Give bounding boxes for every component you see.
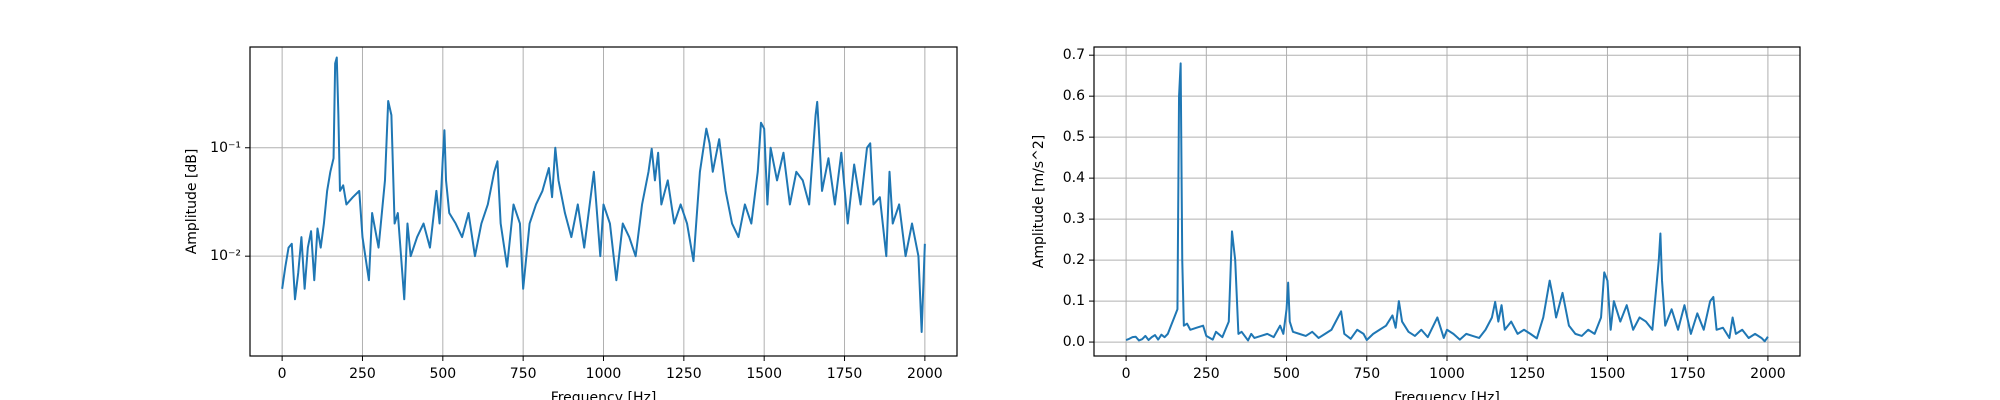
- y-tick-label: 0.2: [1063, 252, 1085, 268]
- data-line: [1125, 62, 1769, 343]
- x-tick-label: 0: [1122, 366, 1131, 382]
- y-tick-label: 0.4: [1063, 170, 1085, 186]
- y-tick-label: 0.7: [1063, 47, 1085, 63]
- y-tick-label: 0.0: [1063, 334, 1085, 350]
- x-tick-label: 1000: [586, 366, 622, 382]
- y-tick-label: 0.5: [1063, 129, 1085, 145]
- x-axis-label: Frequency [Hz]: [1394, 390, 1500, 400]
- x-tick-label: 1250: [666, 366, 702, 382]
- x-tick-label: 1000: [1429, 366, 1465, 382]
- x-tick-label: 0: [278, 366, 287, 382]
- x-tick-label: 750: [1353, 366, 1380, 382]
- x-tick-label: 250: [349, 366, 376, 382]
- x-tick-label: 1750: [1670, 366, 1706, 382]
- y-tick-label: 0.6: [1063, 88, 1085, 104]
- y-tick-label: 10⁻¹: [210, 140, 241, 156]
- y-axis-label: Amplitude [dB]: [184, 149, 200, 255]
- y-tick-label: 10⁻²: [210, 248, 241, 264]
- x-tick-label: 1500: [746, 366, 782, 382]
- x-tick-label: 1750: [827, 366, 863, 382]
- y-tick-label: 0.3: [1063, 211, 1085, 227]
- x-tick-label: 1500: [1590, 366, 1626, 382]
- x-tick-label: 2000: [1750, 366, 1786, 382]
- y-axis-label: Amplitude [m/s^2]: [1031, 135, 1047, 268]
- axes-frame: [249, 46, 958, 357]
- x-tick-label: 2000: [907, 366, 943, 382]
- x-tick-label: 250: [1193, 366, 1220, 382]
- x-tick-label: 1250: [1509, 366, 1545, 382]
- x-axis-label: Frequency [Hz]: [551, 390, 657, 400]
- axes-frame: [1093, 46, 1801, 357]
- y-tick-label: 0.1: [1063, 293, 1085, 309]
- x-tick-label: 750: [510, 366, 537, 382]
- x-tick-label: 500: [1273, 366, 1300, 382]
- x-tick-label: 500: [429, 366, 456, 382]
- data-line: [281, 56, 926, 333]
